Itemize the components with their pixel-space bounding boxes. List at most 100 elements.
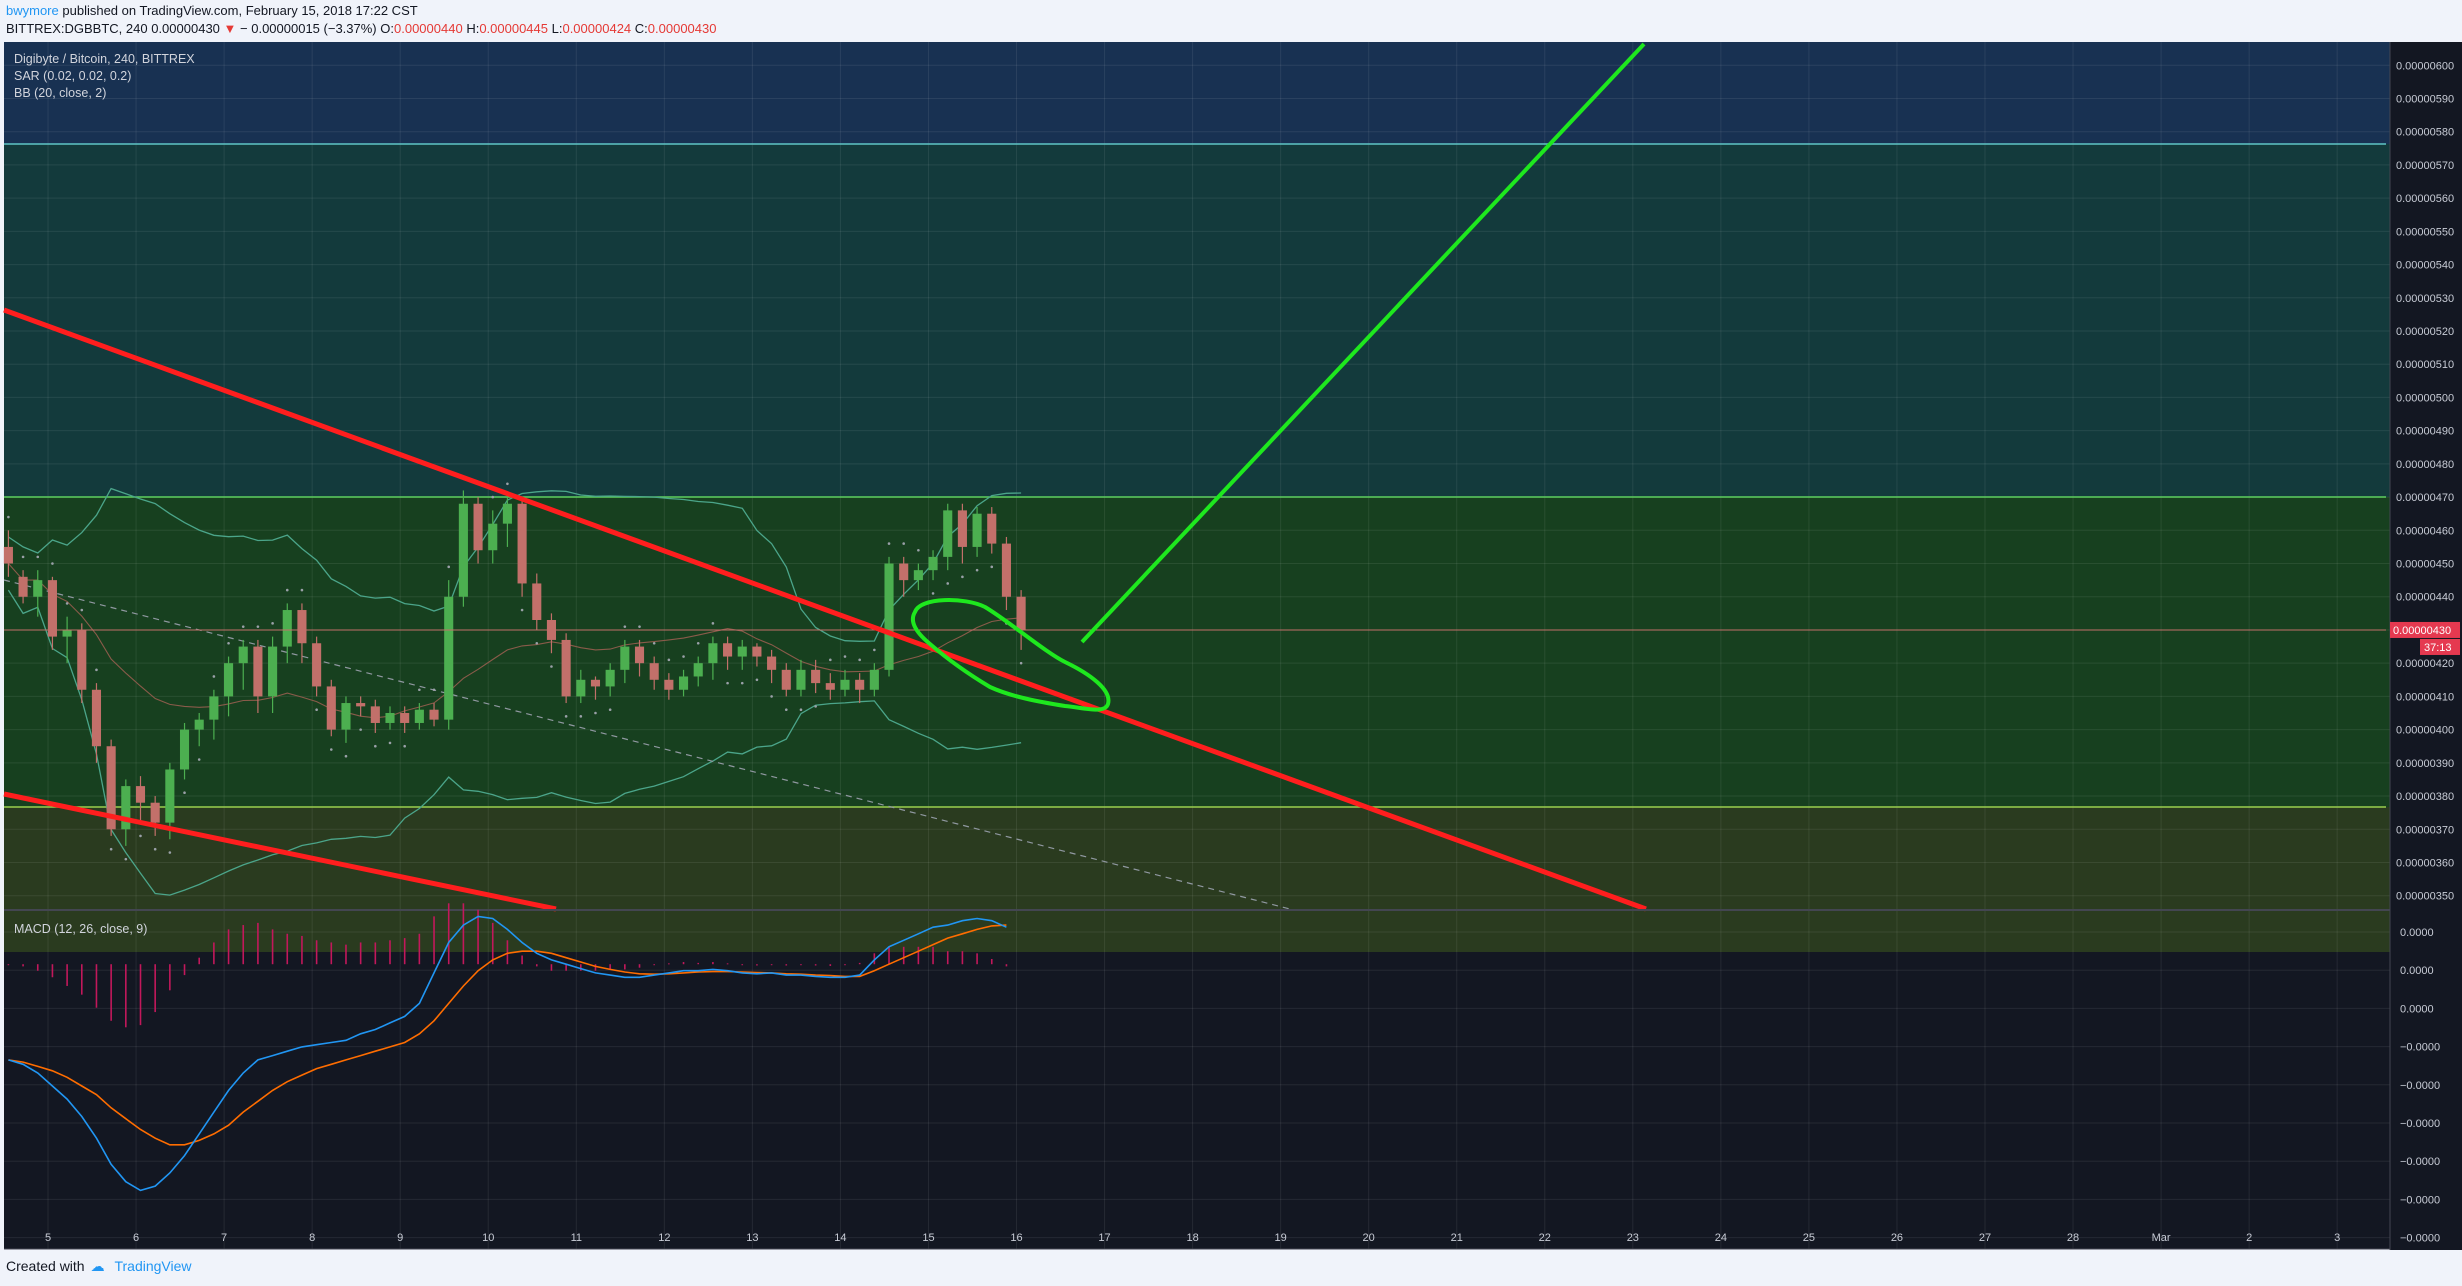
- candle-body[interactable]: [972, 513, 982, 547]
- price-tick-label: 0.00000520: [2396, 326, 2454, 338]
- projection-arrow-line[interactable]: [1080, 42, 1646, 644]
- candle-body[interactable]: [268, 646, 278, 697]
- countdown-text: 37:13: [2424, 642, 2452, 654]
- candle-body[interactable]: [370, 706, 380, 723]
- time-axis[interactable]: 5 6 7 8 9 10 11 12 13 14 15 16 17 18 19 20 21 22 23 24 25 26 2…: [45, 1232, 2340, 1244]
- price-tick-label: 0.00000590: [2396, 93, 2454, 105]
- macd-histogram-bar: [418, 933, 421, 965]
- candle-body[interactable]: [752, 646, 762, 657]
- macd-signal-line: [8, 924, 1007, 1146]
- candle-body[interactable]: [796, 669, 806, 690]
- macd-histogram-bar: [961, 951, 964, 965]
- candle-body[interactable]: [194, 719, 204, 730]
- candle-body[interactable]: [47, 580, 57, 637]
- candle-body[interactable]: [62, 629, 72, 637]
- candle-body[interactable]: [781, 669, 791, 690]
- candle-body[interactable]: [253, 646, 263, 697]
- symbol-label: BITTREX:DGBBTC, 240: [6, 21, 148, 36]
- candle-body[interactable]: [429, 709, 439, 720]
- candle-body[interactable]: [899, 563, 909, 581]
- macd-tick-label: 0.0000: [2400, 965, 2434, 977]
- candle-body[interactable]: [18, 576, 28, 597]
- footer: Created with ☁ TradingView: [6, 1258, 192, 1275]
- publisher-username[interactable]: bwymore: [6, 3, 59, 18]
- candle-body[interactable]: [869, 669, 879, 690]
- candle-body[interactable]: [77, 629, 87, 690]
- open-label: O:: [380, 21, 394, 36]
- candle-body[interactable]: [502, 503, 512, 524]
- candle-body[interactable]: [150, 802, 160, 823]
- price-tick-label: 0.00000380: [2396, 791, 2454, 803]
- candle-body[interactable]: [297, 610, 307, 644]
- candle-body[interactable]: [532, 583, 542, 620]
- time-tick-label: 11: [571, 1232, 582, 1244]
- candle-body[interactable]: [576, 679, 586, 697]
- candle-body[interactable]: [693, 663, 703, 677]
- candle-body[interactable]: [224, 663, 234, 697]
- candle-body[interactable]: [664, 679, 674, 690]
- sar-dot: [51, 562, 54, 565]
- candle-body[interactable]: [135, 786, 146, 803]
- candle-body[interactable]: [282, 610, 292, 647]
- candle-body[interactable]: [957, 510, 967, 547]
- candle-body[interactable]: [884, 563, 894, 670]
- candle-body[interactable]: [473, 503, 483, 551]
- candle-body[interactable]: [605, 669, 615, 687]
- candle-body[interactable]: [326, 686, 336, 730]
- candle-body[interactable]: [928, 556, 938, 571]
- candle-body[interactable]: [590, 679, 601, 687]
- candle-body[interactable]: [165, 769, 175, 823]
- candle-body[interactable]: [561, 639, 571, 697]
- candle-body[interactable]: [414, 709, 424, 723]
- candle-body[interactable]: [106, 746, 116, 830]
- highlight-ellipse[interactable]: [910, 598, 1111, 712]
- sar-dot: [535, 641, 539, 645]
- macd-histogram-bar: [462, 903, 465, 965]
- candle-body[interactable]: [3, 546, 13, 564]
- candle-body[interactable]: [723, 643, 733, 657]
- macd-axis[interactable]: 0.0000 0.0000 0.0000 −0.0000 −0.0000 −0.0000 −…: [2400, 927, 2440, 1245]
- candle-body[interactable]: [840, 679, 850, 690]
- candle-body[interactable]: [400, 713, 410, 723]
- candle-body[interactable]: [987, 513, 997, 544]
- candle-body[interactable]: [91, 689, 102, 747]
- macd-histogram-bar: [477, 909, 479, 965]
- candle-body[interactable]: [767, 656, 777, 670]
- macd-histogram-bar: [242, 925, 245, 965]
- candle-body[interactable]: [179, 729, 190, 770]
- descending-trendline-lower[interactable]: [3, 791, 557, 912]
- dashed-trendline[interactable]: [3, 579, 1291, 910]
- descending-trendline-upper[interactable]: [3, 307, 1647, 912]
- candle-body[interactable]: [1016, 596, 1026, 630]
- candle-body[interactable]: [737, 646, 747, 657]
- price-axis[interactable]: 0.00000600 0.00000590 0.00000580 0.00000570…: [2396, 60, 2454, 902]
- macd-histogram-bar: [345, 944, 347, 965]
- candle-body[interactable]: [458, 503, 468, 597]
- tradingview-link[interactable]: TradingView: [114, 1258, 192, 1274]
- candle-body[interactable]: [517, 503, 527, 584]
- candle-body[interactable]: [121, 786, 131, 830]
- candle-body[interactable]: [678, 676, 689, 690]
- candle-body[interactable]: [341, 703, 351, 730]
- candle-body[interactable]: [708, 643, 718, 664]
- candle-body[interactable]: [385, 713, 395, 723]
- candle-body[interactable]: [209, 696, 219, 720]
- candle-body[interactable]: [649, 663, 659, 680]
- candle-body[interactable]: [620, 646, 630, 670]
- candle-body[interactable]: [811, 669, 821, 684]
- candle-body[interactable]: [634, 646, 645, 664]
- candle-body[interactable]: [312, 643, 322, 687]
- candle-body[interactable]: [943, 510, 953, 557]
- candle-body[interactable]: [488, 523, 498, 551]
- candle-body[interactable]: [913, 570, 923, 581]
- candle-body[interactable]: [1001, 543, 1011, 597]
- chart-canvas[interactable]: 0.00000600 0.00000590 0.00000580 0.00000570…: [0, 42, 2462, 1250]
- candle-body[interactable]: [356, 703, 366, 707]
- candle-body[interactable]: [33, 580, 43, 597]
- candle-body[interactable]: [238, 646, 248, 664]
- candle-body[interactable]: [444, 596, 454, 720]
- sar-dot: [403, 744, 406, 748]
- sar-dot: [873, 648, 876, 652]
- candle-body[interactable]: [825, 683, 835, 690]
- candle-body[interactable]: [855, 679, 865, 690]
